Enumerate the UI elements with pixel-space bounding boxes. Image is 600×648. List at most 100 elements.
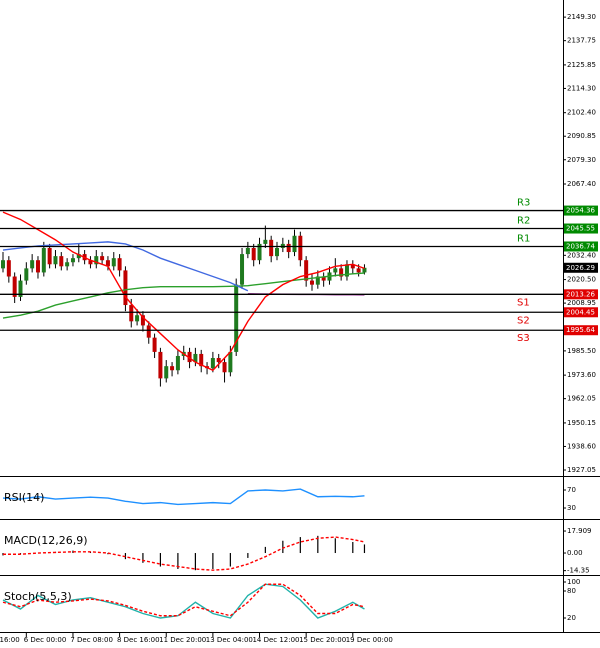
y-tick-label: 2008.95 xyxy=(567,299,596,307)
candle-body xyxy=(269,239,274,257)
candle-body xyxy=(152,337,157,352)
y-tick-label: 1962.05 xyxy=(567,395,596,403)
candle-body xyxy=(100,256,105,261)
x-tick-label: 16:00 xyxy=(0,636,20,644)
x-tick-label: 14 Dec 12:00 xyxy=(252,636,299,644)
candle-body xyxy=(41,247,46,273)
candle-body xyxy=(59,256,64,267)
candle-body xyxy=(257,243,262,261)
indicator-line xyxy=(3,536,365,571)
x-tick-label: 7 Dec 08:00 xyxy=(70,636,113,644)
level-price-box xyxy=(564,223,598,234)
level-label: R3 xyxy=(517,198,530,209)
last-price-box xyxy=(564,262,598,273)
y-tick-label: 2137.75 xyxy=(567,37,596,45)
candle-body xyxy=(222,362,227,373)
candle-body xyxy=(362,267,367,273)
candle-body xyxy=(309,280,314,285)
candle-body xyxy=(175,355,180,371)
candle-body xyxy=(210,358,215,369)
candle-body xyxy=(344,264,349,277)
level-price: 2045.55 xyxy=(566,225,595,233)
y-tick-label: 1927.05 xyxy=(567,466,596,474)
candle-body xyxy=(164,366,169,379)
candle-body xyxy=(333,268,338,273)
candle-body xyxy=(140,315,145,326)
candle-body xyxy=(240,254,245,285)
candle-body xyxy=(94,256,99,265)
level-label: S3 xyxy=(517,333,530,344)
indicator-title: Stoch(5,5,3) xyxy=(4,590,72,603)
level-price: 2004.45 xyxy=(566,308,595,316)
candle-body xyxy=(350,264,355,269)
candle-body xyxy=(193,353,198,363)
candle-body xyxy=(339,268,344,277)
candle-body xyxy=(146,325,151,338)
y-tick-label: 80 xyxy=(567,587,576,595)
y-tick-label: 2067.40 xyxy=(567,180,596,188)
indicator-title: RSI(14) xyxy=(4,491,44,504)
y-tick-label: 2149.30 xyxy=(567,13,596,21)
candle-body xyxy=(6,260,11,277)
level-label: R1 xyxy=(517,233,530,244)
indicator-line xyxy=(2,272,365,319)
candle-body xyxy=(315,276,320,285)
candle-body xyxy=(88,260,93,265)
candle-body xyxy=(228,351,233,373)
level-price: 2036.74 xyxy=(566,242,595,250)
y-tick-label: 1938.60 xyxy=(567,442,596,450)
candle-body xyxy=(263,239,268,244)
indicator-line xyxy=(2,488,365,506)
indicator-line xyxy=(2,583,365,619)
candle-body xyxy=(304,260,309,281)
y-tick-label: 30 xyxy=(567,504,576,512)
level-price: 2054.36 xyxy=(566,207,595,215)
candle-body xyxy=(158,351,163,379)
candle-body xyxy=(321,276,326,281)
candle-body xyxy=(12,276,17,297)
y-tick-label: 0.00 xyxy=(567,549,583,557)
y-tick-label: 2102.40 xyxy=(567,109,596,117)
level-price-box xyxy=(564,205,598,216)
level-label: R2 xyxy=(517,216,530,227)
y-tick-label: 2079.30 xyxy=(567,156,596,164)
x-tick-label: 8 Dec 16:00 xyxy=(117,636,160,644)
y-tick-label: 20 xyxy=(567,614,576,622)
x-tick-label: 6 Dec 00:00 xyxy=(24,636,67,644)
y-tick-label: 70 xyxy=(567,486,576,494)
y-tick-label: -14.35 xyxy=(567,567,590,575)
candle-body xyxy=(216,358,221,363)
level-price-box xyxy=(564,241,598,252)
candle-body xyxy=(356,268,361,273)
y-tick-label: 1950.15 xyxy=(567,419,596,427)
y-tick-label: 2114.30 xyxy=(567,84,596,92)
candle-body xyxy=(170,366,175,371)
candle-body xyxy=(234,284,239,352)
level-price-box xyxy=(564,307,598,318)
y-tick-label: 2032.40 xyxy=(567,251,596,259)
candle-body xyxy=(117,258,122,271)
candle-body xyxy=(135,315,140,322)
candle-body xyxy=(245,247,250,255)
candle-body xyxy=(1,260,5,269)
level-price: 1995.64 xyxy=(566,326,595,334)
x-tick-label: 13 Dec 04:00 xyxy=(206,636,253,644)
candle-body xyxy=(65,262,70,267)
indicator-title: MACD(12,26,9) xyxy=(4,534,88,547)
level-label: S1 xyxy=(517,297,530,308)
x-tick-label: 11 Dec 20:00 xyxy=(159,636,206,644)
y-tick-label: 100 xyxy=(567,578,580,586)
y-tick-label: 2020.50 xyxy=(567,276,596,284)
candle-body xyxy=(187,351,192,363)
candle-body xyxy=(251,247,256,261)
candle-body xyxy=(199,353,204,367)
y-tick-label: 17.909 xyxy=(567,527,592,535)
indicator-line xyxy=(2,241,249,292)
candle-body xyxy=(30,260,35,269)
candle-body xyxy=(53,256,58,265)
level-price-box xyxy=(564,289,598,300)
y-tick-label: 2125.85 xyxy=(567,61,596,69)
y-tick-label: 1973.60 xyxy=(567,371,596,379)
candle-body xyxy=(123,270,128,306)
